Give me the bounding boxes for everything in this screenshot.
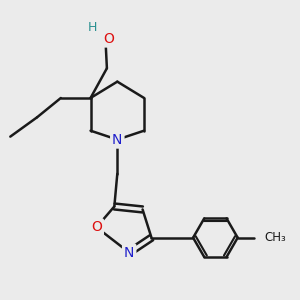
Text: CH₃: CH₃	[264, 231, 286, 244]
Text: H: H	[87, 21, 97, 34]
Text: O: O	[103, 32, 114, 46]
Text: N: N	[112, 133, 122, 147]
Text: O: O	[91, 220, 102, 234]
Text: N: N	[124, 245, 134, 260]
